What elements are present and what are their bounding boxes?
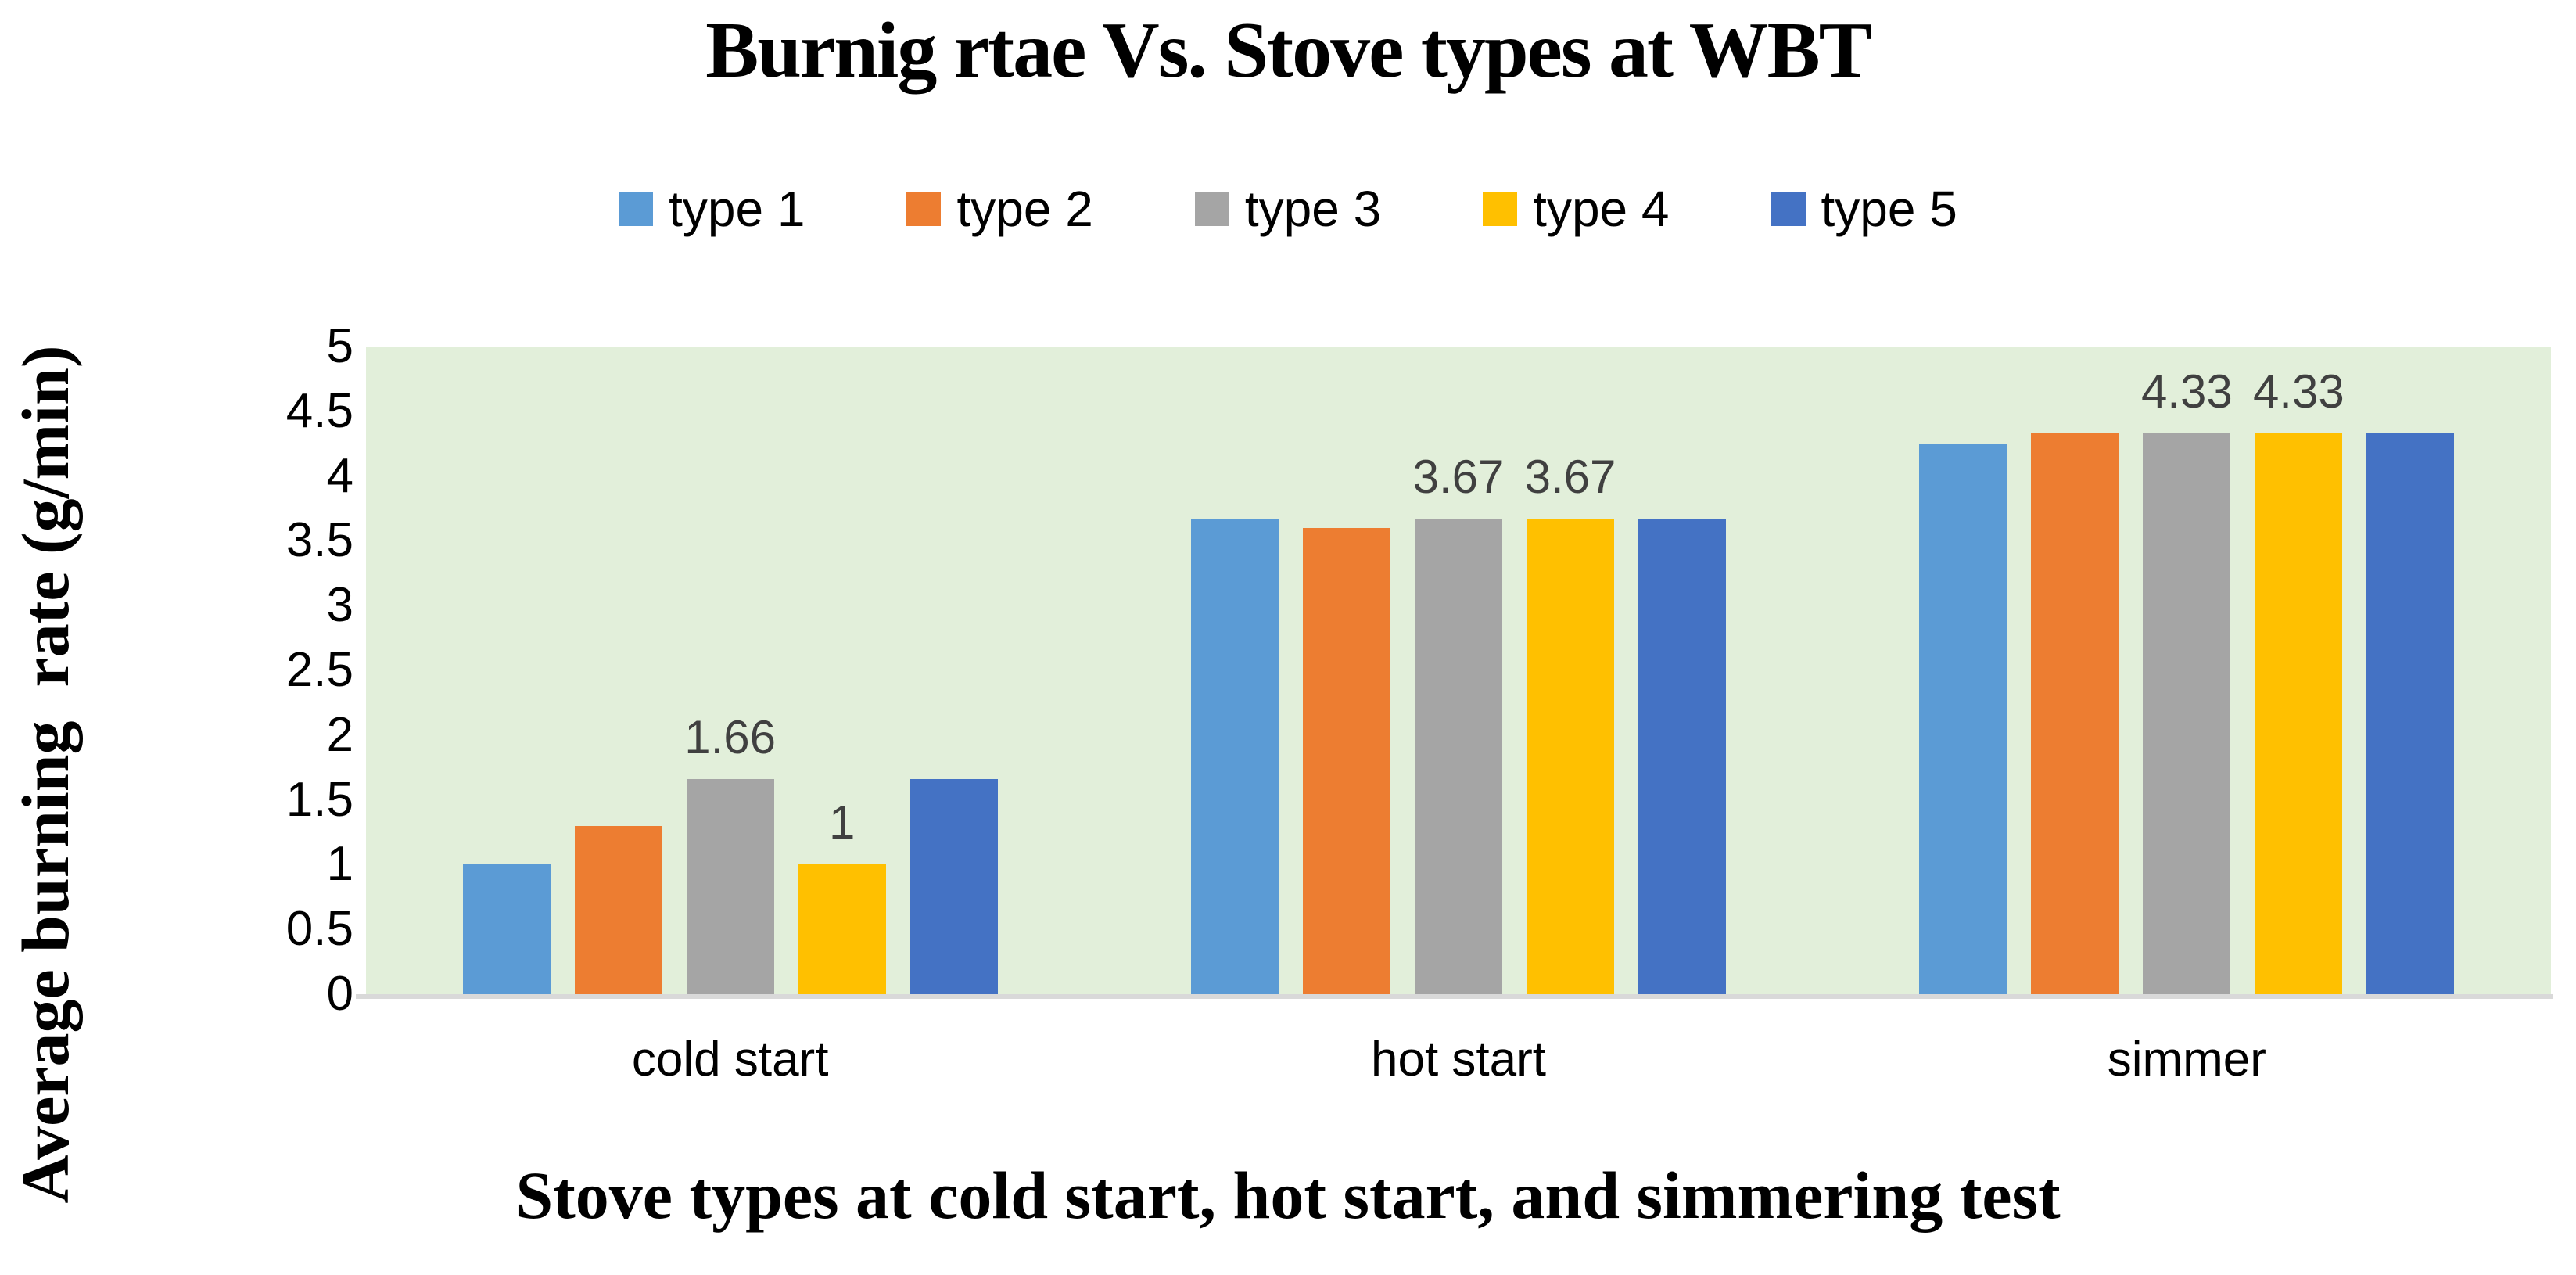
category-label-cold-start: cold start — [631, 1033, 829, 1086]
bar-type5-cold-start — [909, 779, 998, 994]
y-axis-tick-label: 0.5 — [285, 902, 353, 957]
legend-label: type 4 — [1533, 181, 1670, 237]
legend-swatch-icon — [619, 192, 654, 226]
y-axis-tick-label: 2 — [326, 707, 353, 762]
category-label-simmer: simmer — [2107, 1033, 2266, 1086]
bar-type3-cold-start — [686, 779, 774, 994]
bar-type2-cold-start — [574, 825, 662, 994]
y-axis-tick-label: 3 — [326, 578, 353, 633]
bar-type5-simmer — [2366, 433, 2455, 994]
data-label: 3.67 — [1524, 451, 1616, 504]
data-label: 4.33 — [2140, 365, 2233, 418]
y-axis-tick-label: 2.5 — [285, 643, 353, 697]
legend-item-4: type 4 — [1483, 181, 1670, 237]
data-label: 1 — [828, 796, 856, 849]
category-label-hot-start: hot start — [1371, 1033, 1546, 1086]
bar-type1-cold-start — [462, 864, 551, 994]
bar-type1-hot-start — [1191, 519, 1279, 994]
legend-item-3: type 3 — [1194, 181, 1382, 237]
x-axis-title: Stove types at cold start, hot start, an… — [515, 1158, 2061, 1233]
legend-swatch-icon — [1194, 192, 1229, 226]
y-axis-tick-label: 1 — [326, 837, 353, 892]
bar-type4-cold-start — [798, 864, 886, 994]
legend: type 1 type 2 type 3 type 4 type 5 — [0, 181, 2576, 236]
bar-type2-simmer — [2031, 433, 2119, 994]
y-axis-tick-label: 1.5 — [285, 772, 353, 827]
bar-type2-hot-start — [1303, 527, 1390, 994]
bar-type4-simmer — [2255, 433, 2343, 994]
y-axis-tick-label: 0 — [326, 967, 353, 1021]
bar-type4-hot-start — [1527, 519, 1614, 994]
y-axis-tick-label: 3.5 — [285, 513, 353, 568]
y-axis-tick-label: 4.5 — [285, 383, 353, 438]
data-label: 4.33 — [2252, 365, 2345, 418]
legend-swatch-icon — [906, 192, 942, 226]
legend-swatch-icon — [1483, 192, 1518, 226]
bar-type1-simmer — [1919, 444, 2007, 994]
legend-label: type 5 — [1821, 181, 1957, 237]
chart-title: Burnig rtae Vs. Stove types at WBT — [705, 6, 1871, 95]
y-axis-tick-label: 5 — [326, 319, 353, 373]
y-axis-tick-label: 4 — [326, 448, 353, 503]
bar-type5-hot-start — [1638, 519, 1726, 994]
x-axis-line — [356, 994, 2553, 999]
y-axis-title: Average burning rate (g/min) — [8, 345, 83, 1204]
legend-item-2: type 2 — [906, 181, 1093, 237]
legend-item-1: type 1 — [619, 181, 805, 236]
legend-label: type 3 — [1244, 181, 1382, 237]
legend-label: type 1 — [669, 181, 805, 237]
legend-label: type 2 — [956, 181, 1093, 237]
data-label: 1.66 — [684, 711, 777, 764]
legend-swatch-icon — [1771, 192, 1806, 226]
legend-item-5: type 5 — [1771, 181, 1957, 236]
bar-type3-hot-start — [1415, 519, 1502, 994]
bar-type3-simmer — [2143, 433, 2231, 994]
data-label: 3.67 — [1412, 451, 1505, 504]
